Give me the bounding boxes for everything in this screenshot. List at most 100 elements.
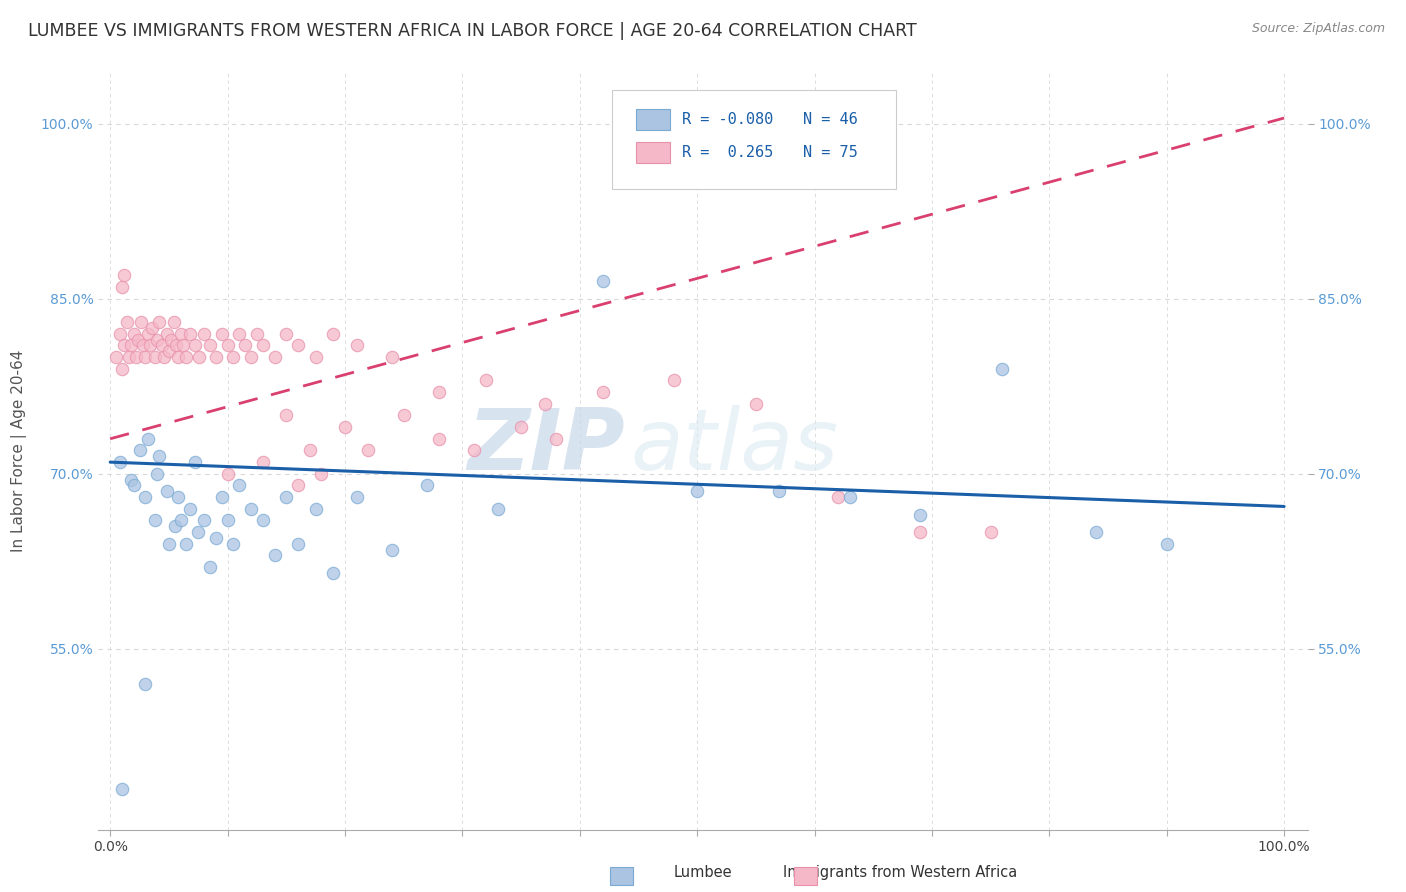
Point: [112, 338, 135, 352]
Point: [183, 338, 205, 352]
Point: [1156, 537, 1178, 551]
Point: [287, 338, 309, 352]
Text: R = -0.080: R = -0.080: [682, 112, 773, 128]
Point: [179, 326, 201, 341]
Point: [141, 321, 163, 335]
Point: [252, 513, 274, 527]
Point: [287, 478, 309, 492]
Point: [193, 326, 215, 341]
Point: [160, 333, 183, 347]
Point: [128, 443, 150, 458]
Text: R =  0.265: R = 0.265: [682, 145, 773, 160]
Point: [163, 519, 186, 533]
Point: [204, 350, 226, 364]
Point: [139, 338, 162, 352]
Point: [427, 385, 450, 400]
Text: N = 46: N = 46: [803, 112, 858, 128]
Point: [222, 537, 245, 551]
Point: [908, 525, 931, 540]
Point: [120, 473, 142, 487]
Point: [745, 397, 768, 411]
Point: [155, 326, 177, 341]
Point: [298, 443, 321, 458]
Point: [357, 443, 380, 458]
Point: [169, 513, 191, 527]
Point: [991, 361, 1014, 376]
Point: [155, 484, 177, 499]
Point: [146, 467, 169, 481]
Point: [233, 338, 256, 352]
Bar: [637, 110, 671, 130]
Point: [217, 338, 239, 352]
Point: [662, 374, 685, 388]
Point: [416, 478, 439, 492]
Point: [686, 484, 709, 499]
Point: [193, 513, 215, 527]
Point: [176, 350, 198, 364]
Point: [1085, 525, 1108, 540]
Point: [510, 420, 533, 434]
Point: [198, 560, 221, 574]
Point: [333, 420, 356, 434]
Point: [240, 350, 263, 364]
Point: [108, 326, 131, 341]
Point: [150, 338, 173, 352]
Point: [463, 443, 485, 458]
Point: [148, 315, 170, 329]
Point: [346, 338, 368, 352]
Point: [322, 326, 344, 341]
Point: [311, 467, 333, 481]
Point: [122, 326, 145, 341]
Point: [276, 490, 298, 504]
Point: [304, 350, 326, 364]
Point: [120, 338, 142, 352]
Point: [169, 326, 191, 341]
Point: [183, 455, 205, 469]
Point: [112, 268, 135, 283]
Point: [198, 338, 221, 352]
Point: [172, 338, 194, 352]
Point: [908, 508, 931, 522]
Point: [263, 350, 285, 364]
Point: [546, 432, 568, 446]
Point: [115, 315, 138, 329]
Text: atlas: atlas: [630, 405, 838, 488]
FancyBboxPatch shape: [613, 90, 897, 189]
Point: [136, 326, 159, 341]
Point: [148, 450, 170, 464]
Point: [768, 484, 790, 499]
Point: [838, 490, 860, 504]
Point: [108, 455, 131, 469]
Point: [111, 361, 134, 376]
Point: [122, 478, 145, 492]
Point: [222, 350, 245, 364]
Point: [176, 537, 198, 551]
Point: [381, 542, 404, 557]
Point: [240, 501, 263, 516]
Point: [263, 549, 285, 563]
Point: [188, 350, 211, 364]
Point: [217, 513, 239, 527]
Point: [228, 326, 250, 341]
Text: Immigrants from Western Africa: Immigrants from Western Africa: [783, 865, 1017, 880]
Point: [136, 432, 159, 446]
Point: [111, 781, 134, 796]
Point: [211, 490, 233, 504]
Point: [143, 350, 166, 364]
Point: [105, 350, 128, 364]
Point: [246, 326, 269, 341]
Point: [129, 315, 152, 329]
Point: [217, 467, 239, 481]
Point: [118, 350, 141, 364]
Point: [980, 525, 1002, 540]
Point: [143, 513, 166, 527]
Point: [179, 501, 201, 516]
Point: [592, 274, 614, 288]
Point: [322, 566, 344, 580]
Point: [381, 350, 404, 364]
Point: [165, 338, 187, 352]
Point: [187, 525, 209, 540]
Point: [134, 677, 156, 691]
Text: Source: ZipAtlas.com: Source: ZipAtlas.com: [1251, 22, 1385, 36]
Point: [392, 409, 415, 423]
